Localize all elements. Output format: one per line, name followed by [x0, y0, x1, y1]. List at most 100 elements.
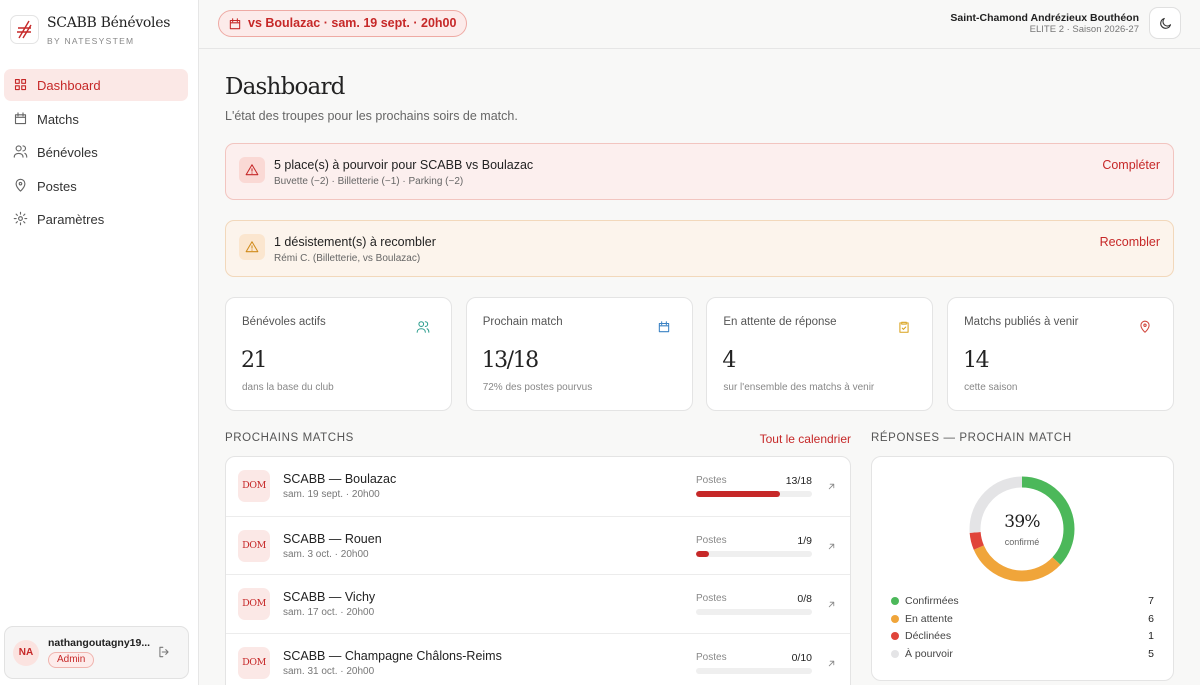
pin-icon — [1140, 320, 1150, 333]
icon-stroke — [245, 241, 259, 253]
match-row[interactable]: DOM SCABB — Boulazac sam. 19 sept. · 20h00… — [226, 457, 850, 516]
alert-icon — [245, 241, 259, 253]
nav-item[interactable]: Matchs — [4, 103, 188, 135]
users-icon — [416, 321, 430, 333]
postes-ratio: 0/8 — [797, 593, 812, 606]
home-badge: DOM — [238, 647, 270, 680]
nav-label: Paramètres — [37, 212, 105, 228]
calendar-link[interactable]: Tout le calendrier — [759, 432, 851, 446]
icon-stroke — [416, 321, 430, 333]
donut-center-label: confirmé — [1004, 537, 1040, 547]
alert: 5 place(s) à pourvoir pour SCABB vs Boul… — [225, 143, 1174, 200]
avatar: NA — [13, 640, 39, 666]
stat-value: 21 — [241, 348, 268, 373]
topbar: vs Boulazac · sam. 19 sept. · 20h00 Saint… — [199, 0, 1200, 49]
alert-action[interactable]: Recombler — [1099, 235, 1160, 249]
icon-stroke — [15, 178, 26, 192]
donut — [969, 476, 1075, 582]
match-title: SCABB — Champagne Châlons-Reims — [283, 649, 502, 664]
legend-value: 1 — [1148, 630, 1154, 643]
nav-item[interactable]: Postes — [4, 170, 188, 202]
match-title: SCABB — Vichy — [283, 590, 376, 605]
postes-label: Postes — [696, 475, 727, 486]
arrow-icon — [828, 483, 835, 490]
postes-label: Postes — [696, 534, 727, 546]
logout-button[interactable] — [157, 645, 173, 661]
section-heading: PROCHAINS MATCHS — [225, 432, 354, 444]
icon-stroke — [14, 111, 27, 124]
icon-stroke — [899, 321, 909, 333]
arrow-icon — [828, 602, 835, 608]
alert-icon — [245, 164, 259, 176]
calendar-icon — [658, 321, 669, 333]
icon-stroke — [13, 145, 28, 158]
nav-item[interactable]: Bénévoles — [4, 136, 188, 168]
match-row[interactable]: DOM SCABB — Rouen sam. 3 oct. · 20h00 Poste… — [226, 515, 850, 575]
match-pill-label: vs Boulazac · sam. 19 sept. · 20h00 — [248, 16, 457, 30]
alert-title: 1 désistement(s) à recombler — [274, 235, 436, 249]
legend-name: À pourvoir — [905, 647, 953, 660]
legend-dot — [891, 597, 899, 605]
legend-value: 7 — [1148, 595, 1154, 607]
alert-icon — [239, 157, 265, 183]
clipboard-icon — [899, 321, 909, 333]
postes-ratio: 13/18 — [785, 475, 812, 487]
icon-stroke — [229, 18, 241, 30]
nav-label: Postes — [37, 178, 77, 194]
legend-dot — [891, 649, 899, 658]
stat-label: Matchs publiés à venir — [964, 316, 1079, 328]
legend-value: 6 — [1148, 612, 1154, 625]
league: ELITE 2 · Saison 2026-27 — [1029, 24, 1139, 35]
home-badge: DOM — [238, 529, 270, 562]
logo-stroke — [17, 20, 32, 39]
page-title: Dashboard — [225, 74, 345, 100]
match-title: SCABB — Boulazac — [283, 472, 397, 486]
match-row[interactable]: DOM SCABB — Champagne Châlons-Reims sam. 3… — [226, 633, 850, 685]
icon-stroke — [14, 78, 27, 91]
alert-action[interactable]: Compléter — [1102, 158, 1160, 172]
stat-label: Bénévoles actifs — [242, 316, 326, 328]
nav-item[interactable]: Dashboard — [4, 69, 188, 101]
stat-note: dans la base du club — [242, 382, 334, 393]
icon-stroke — [1160, 17, 1172, 29]
match-row[interactable]: DOM SCABB — Vichy sam. 17 oct. · 20h00 Post… — [226, 574, 850, 633]
progress-track — [696, 491, 812, 497]
stat-note: cette saison — [964, 382, 1018, 393]
icon-stroke — [658, 321, 669, 333]
progress-track — [696, 550, 812, 557]
donut-segment — [969, 476, 1075, 582]
club-name: Saint-Chamond Andrézieux Bouthéon — [950, 12, 1139, 24]
postes-label: Postes — [696, 593, 727, 605]
donut-segment — [969, 476, 1075, 582]
donut-center: 39% — [1004, 512, 1040, 532]
progress-fill — [696, 491, 780, 497]
theme-toggle[interactable] — [1149, 7, 1181, 39]
stat-label: En attente de réponse — [723, 316, 837, 328]
postes-ratio: 1/9 — [797, 534, 812, 547]
legend-dot — [891, 632, 899, 641]
stat-label: Prochain match — [482, 316, 563, 328]
grid-icon — [14, 78, 27, 91]
nav-item[interactable]: Paramètres — [4, 203, 188, 235]
match-pill[interactable]: vs Boulazac · sam. 19 sept. · 20h00 — [218, 10, 468, 37]
stat-card: Bénévoles actifs 21 dans la base du club — [225, 297, 452, 411]
alert-icon — [239, 234, 265, 260]
stat-value: 14 — [963, 348, 990, 373]
arrow-icon — [828, 660, 835, 667]
postes-label: Postes — [696, 652, 727, 664]
icon-stroke — [828, 602, 835, 608]
legend-name: En attente — [905, 612, 953, 625]
logo — [10, 15, 39, 44]
match-title: SCABB — Rouen — [283, 531, 382, 546]
pin-icon — [15, 178, 26, 192]
brand-subtitle: BY NATESYSTEM — [47, 36, 135, 46]
user-card: NA nathangoutagny19... Admin — [4, 626, 189, 679]
nav-label: Dashboard — [37, 78, 101, 93]
icon-stroke — [159, 646, 169, 658]
alert: 1 désistement(s) à recombler Rémi C. (Bil… — [225, 220, 1174, 277]
legend-name: Confirmées — [905, 595, 959, 607]
icon-stroke — [828, 483, 835, 490]
moon-icon — [1160, 17, 1172, 29]
progress-fill — [696, 550, 709, 557]
